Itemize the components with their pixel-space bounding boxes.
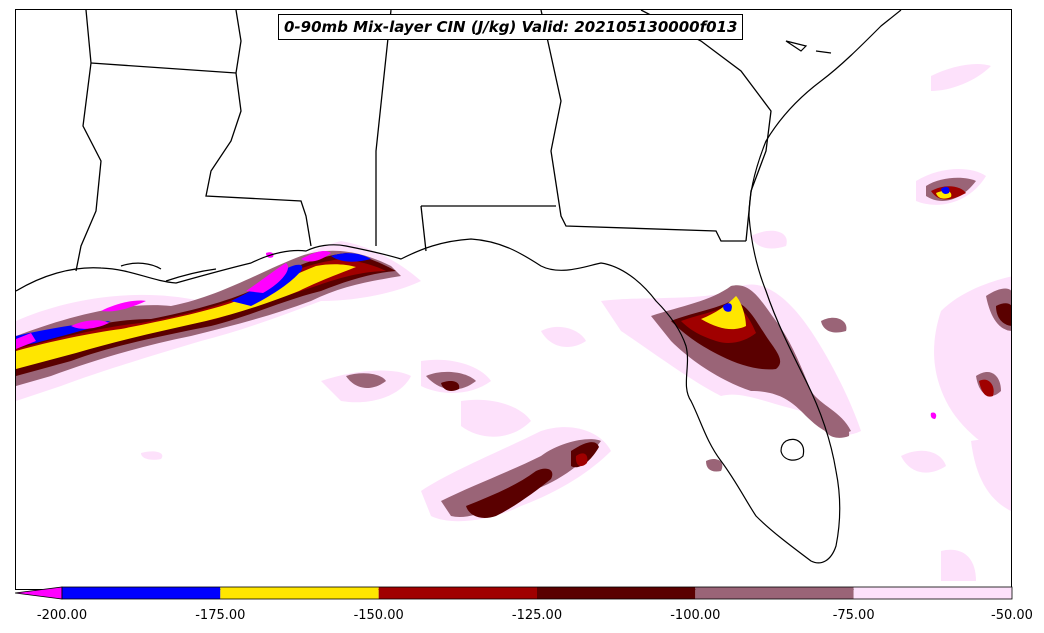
colorbar-segment [220, 587, 379, 599]
colorbar-segment [695, 587, 854, 599]
colorbar-extend-triangle [15, 586, 63, 600]
colorbar-tick-label: -200.00 [36, 608, 88, 623]
colorbar-segment [853, 587, 1012, 599]
colorbar [15, 586, 1013, 600]
colorbar-tick-label: -50.00 [991, 608, 1033, 623]
coastlines [16, 10, 902, 564]
colorbar-tick-label: -150.00 [353, 608, 404, 623]
colorbar-segment [378, 587, 537, 599]
cin-band-magenta [16, 251, 937, 419]
map-title: 0-90mb Mix-layer CIN (J/kg) Valid: 20210… [278, 14, 744, 40]
map-panel [15, 9, 1012, 590]
colorbar-segment [62, 587, 221, 599]
state-borders [75, 10, 772, 272]
colorbar-tick-label: -75.00 [832, 608, 875, 623]
colorbar-tick-label: -125.00 [511, 608, 563, 623]
colorbar-border [61, 586, 1013, 600]
colorbar-segment [537, 587, 696, 599]
colorbar-tick-label: -175.00 [195, 608, 246, 623]
colorbar-tick-label: -100.00 [670, 608, 721, 623]
cin-contour-map [16, 10, 1011, 581]
